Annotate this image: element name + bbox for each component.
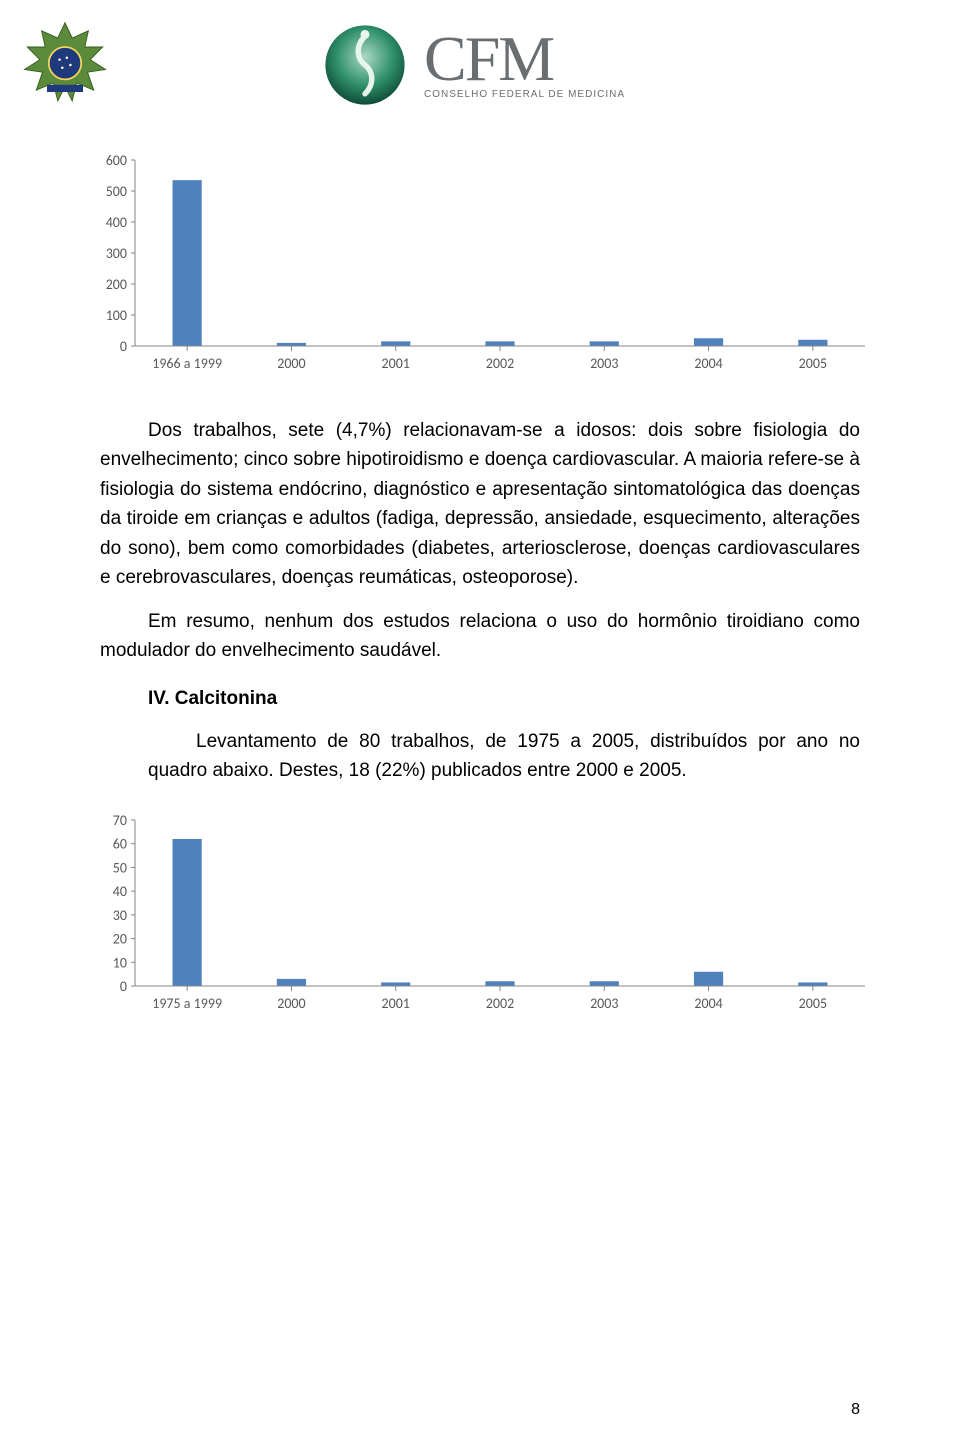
cfm-logo-text: CFM CONSELHO FEDERAL DE MEDICINA bbox=[424, 30, 625, 101]
body-text: Dos trabalhos, sete (4,7%) relacionavam-… bbox=[100, 416, 860, 786]
svg-text:2003: 2003 bbox=[590, 995, 618, 1012]
org-abbrev: CFM bbox=[424, 30, 625, 88]
svg-text:2005: 2005 bbox=[799, 355, 827, 372]
svg-text:300: 300 bbox=[106, 245, 127, 262]
svg-text:1975 a 1999: 1975 a 1999 bbox=[152, 995, 222, 1012]
svg-text:100: 100 bbox=[106, 307, 127, 324]
paragraph-3: Levantamento de 80 trabalhos, de 1975 a … bbox=[148, 727, 860, 786]
svg-text:40: 40 bbox=[113, 883, 127, 900]
page-number: 8 bbox=[851, 1401, 860, 1419]
svg-text:70: 70 bbox=[113, 812, 127, 829]
svg-text:30: 30 bbox=[113, 907, 127, 924]
svg-text:0: 0 bbox=[120, 978, 127, 995]
brazil-seal-icon bbox=[20, 20, 110, 110]
svg-text:0: 0 bbox=[120, 338, 127, 355]
page-header: CFM CONSELHO FEDERAL DE MEDICINA bbox=[0, 0, 960, 120]
svg-text:600: 600 bbox=[106, 152, 127, 169]
cfm-emblem-icon bbox=[320, 20, 410, 110]
svg-text:60: 60 bbox=[113, 836, 127, 853]
svg-text:2001: 2001 bbox=[382, 995, 410, 1012]
svg-text:2005: 2005 bbox=[799, 995, 827, 1012]
svg-text:1966 a 1999: 1966 a 1999 bbox=[152, 355, 222, 372]
org-full-name: CONSELHO FEDERAL DE MEDICINA bbox=[424, 89, 625, 100]
svg-text:50: 50 bbox=[113, 859, 127, 876]
svg-text:2003: 2003 bbox=[590, 355, 618, 372]
svg-text:2001: 2001 bbox=[382, 355, 410, 372]
svg-text:2000: 2000 bbox=[277, 355, 305, 372]
svg-text:400: 400 bbox=[106, 214, 127, 231]
paragraph-2: Em resumo, nenhum dos estudos relaciona … bbox=[100, 607, 860, 666]
svg-text:2004: 2004 bbox=[694, 355, 722, 372]
svg-text:200: 200 bbox=[106, 276, 127, 293]
chart-1: 0 100 200 300 400 500 600 1966 a 1999 2000 2001 20… bbox=[85, 150, 875, 380]
paragraph-1: Dos trabalhos, sete (4,7%) relacionavam-… bbox=[100, 416, 860, 593]
section-heading: IV. Calcitonina bbox=[148, 684, 860, 713]
svg-text:2000: 2000 bbox=[277, 995, 305, 1012]
bar-chart-1: 0 100 200 300 400 500 600 1966 a 1999 2000 2001 20… bbox=[85, 150, 875, 380]
svg-text:10: 10 bbox=[113, 954, 127, 971]
svg-text:2004: 2004 bbox=[694, 995, 722, 1012]
bar-chart-2: 0 10 20 30 40 50 60 70 1975 a 1999 2000 2001 2002 20… bbox=[85, 810, 875, 1020]
chart-2: 0 10 20 30 40 50 60 70 1975 a 1999 2000 2001 2002 20… bbox=[85, 810, 875, 1020]
svg-text:2002: 2002 bbox=[486, 995, 514, 1012]
svg-text:500: 500 bbox=[106, 183, 127, 200]
svg-text:2002: 2002 bbox=[486, 355, 514, 372]
svg-text:20: 20 bbox=[113, 930, 127, 947]
cfm-logo-block: CFM CONSELHO FEDERAL DE MEDICINA bbox=[320, 20, 625, 110]
